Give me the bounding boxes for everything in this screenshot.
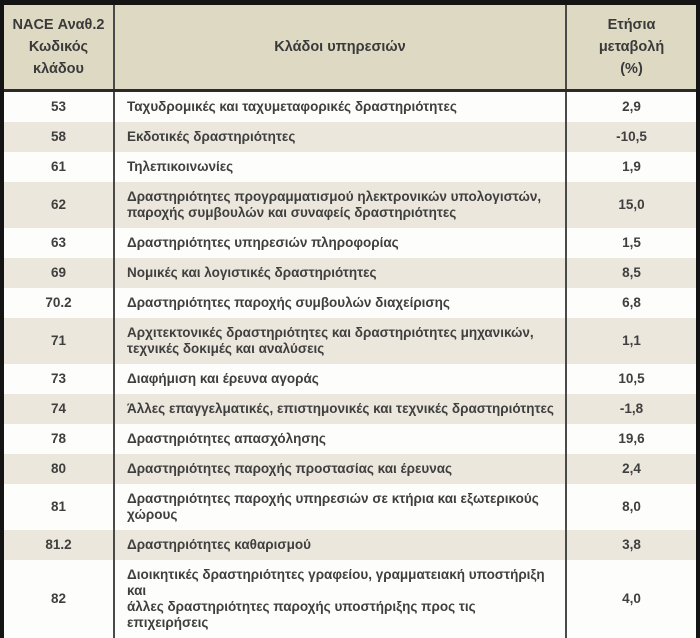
- cell-change: -1,8: [566, 394, 696, 424]
- cell-code: 71: [4, 318, 114, 364]
- cell-sector: Δραστηριότητες προγραμματισμού ηλεκτρονι…: [114, 182, 566, 228]
- header-sector-column: Κλάδοι υπηρεσιών: [114, 5, 566, 91]
- cell-change: 1,5: [566, 228, 696, 258]
- cell-change: 10,5: [566, 364, 696, 394]
- cell-code: 73: [4, 364, 114, 394]
- cell-sector: Νομικές και λογιστικές δραστηριότητες: [114, 258, 566, 288]
- cell-change: 3,8: [566, 530, 696, 560]
- header-change-column: Ετήσια μεταβολή (%): [566, 5, 696, 91]
- cell-sector: Δραστηριότητες παροχής προστασίας και έρ…: [114, 454, 566, 484]
- cell-change: 6,8: [566, 288, 696, 318]
- header-code-line1: NACE Αναθ.2: [10, 14, 107, 36]
- cell-sector: Ταχυδρομικές και ταχυμεταφορικές δραστηρ…: [114, 91, 566, 123]
- cell-sector: Διοικητικές δραστηριότητες γραφείου, γρα…: [114, 560, 566, 638]
- header-code-line3: κλάδου: [10, 58, 107, 80]
- table-header-row: NACE Αναθ.2 Κωδικός κλάδου Κλάδοι υπηρεσ…: [4, 5, 696, 91]
- cell-sector: Διαφήμιση και έρευνα αγοράς: [114, 364, 566, 394]
- cell-sector: Δραστηριότητες παροχής συμβουλών διαχείρ…: [114, 288, 566, 318]
- header-change-line3: (%): [573, 58, 690, 80]
- cell-sector: Δραστηριότητες καθαρισμού: [114, 530, 566, 560]
- cell-change: 8,5: [566, 258, 696, 288]
- header-change-line2: μεταβολή: [573, 36, 690, 58]
- cell-change: 4,0: [566, 560, 696, 638]
- cell-code: 58: [4, 122, 114, 152]
- cell-code: 69: [4, 258, 114, 288]
- cell-code: 61: [4, 152, 114, 182]
- header-code-line2: Κωδικός: [10, 36, 107, 58]
- cell-sector: Δραστηριότητες υπηρεσιών πληροφορίας: [114, 228, 566, 258]
- cell-change: 15,0: [566, 182, 696, 228]
- cell-code: 62: [4, 182, 114, 228]
- cell-change: 2,4: [566, 454, 696, 484]
- cell-code: 63: [4, 228, 114, 258]
- cell-code: 81.2: [4, 530, 114, 560]
- cell-code: 78: [4, 424, 114, 454]
- cell-code: 80: [4, 454, 114, 484]
- cell-code: 81: [4, 484, 114, 530]
- table-frame: NACE Αναθ.2 Κωδικός κλάδου Κλάδοι υπηρεσ…: [0, 0, 700, 607]
- cell-sector: Αρχιτεκτονικές δραστηριότητες και δραστη…: [114, 318, 566, 364]
- cell-code: 82: [4, 560, 114, 638]
- cell-change: 8,0: [566, 484, 696, 530]
- cell-code: 53: [4, 91, 114, 123]
- cell-code: 74: [4, 394, 114, 424]
- cell-sector: Εκδοτικές δραστηριότητες: [114, 122, 566, 152]
- cell-change: 19,6: [566, 424, 696, 454]
- nace-sectors-table: NACE Αναθ.2 Κωδικός κλάδου Κλάδοι υπηρεσ…: [4, 5, 696, 638]
- cell-change: -10,5: [566, 122, 696, 152]
- cell-sector: Άλλες επαγγελματικές, επιστημονικές και …: [114, 394, 566, 424]
- cell-code: 70.2: [4, 288, 114, 318]
- cell-sector: Δραστηριότητες απασχόλησης: [114, 424, 566, 454]
- cell-sector: Τηλεπικοινωνίες: [114, 152, 566, 182]
- cell-change: 1,9: [566, 152, 696, 182]
- header-code-column: NACE Αναθ.2 Κωδικός κλάδου: [4, 5, 114, 91]
- cell-sector: Δραστηριότητες παροχής υπηρεσιών σε κτήρ…: [114, 484, 566, 530]
- table-header: NACE Αναθ.2 Κωδικός κλάδου Κλάδοι υπηρεσ…: [4, 5, 696, 91]
- header-change-line1: Ετήσια: [573, 14, 690, 36]
- cell-change: 1,1: [566, 318, 696, 364]
- cell-change: 2,9: [566, 91, 696, 123]
